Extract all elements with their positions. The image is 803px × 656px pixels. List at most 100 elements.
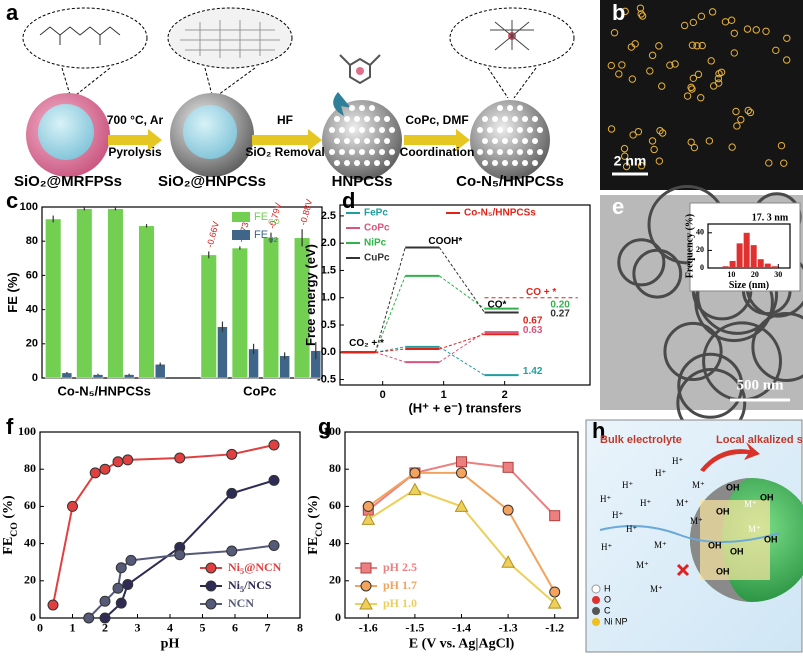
atom-marker: [688, 85, 696, 93]
x-axis-label: pH: [161, 637, 180, 652]
pore: [389, 127, 395, 133]
connector: [439, 275, 485, 310]
x-tick-label: 1: [70, 621, 76, 635]
step-label: SiO₂@MRFPSs: [14, 173, 122, 190]
legend-label: pH 1.0: [383, 596, 417, 610]
diffusion-path: [599, 525, 781, 544]
x-tick-label: -1.3: [499, 621, 518, 635]
atom-marker: [615, 70, 623, 78]
pore: [527, 149, 533, 155]
bar: [200, 254, 217, 379]
panel-label: h: [592, 418, 605, 443]
pore: [374, 138, 380, 144]
hydroxide-label: OH: [716, 506, 730, 516]
annotation: CO + *: [526, 287, 556, 298]
marker: [361, 512, 376, 525]
connector: [375, 351, 406, 363]
atom-marker: [772, 46, 780, 55]
pore: [369, 149, 375, 155]
legend-label: NiPc: [364, 238, 387, 249]
ion-label: M⁺: [676, 498, 689, 508]
connector: [374, 275, 406, 353]
marker: [359, 596, 373, 610]
y-tick-label: 40: [696, 228, 704, 237]
panel-label: g: [318, 414, 331, 439]
hydroxide-label: OH: [726, 482, 740, 492]
y-axis-label: FE (%): [5, 272, 20, 312]
pore: [369, 127, 375, 133]
marker: [205, 562, 217, 574]
legend-swatch: [592, 618, 600, 626]
legend-label: NCN: [228, 596, 254, 610]
x-tick-label: 4: [167, 621, 173, 635]
atom-marker: [697, 94, 705, 102]
pore: [537, 127, 543, 133]
atom-marker: [697, 12, 706, 21]
atom-marker: [765, 159, 773, 167]
y-tick-label: -0.5: [317, 373, 336, 385]
histogram-bar: [757, 259, 764, 268]
y-axis-label-part: CO: [314, 522, 325, 537]
y-tick-label: 0: [335, 610, 341, 624]
annotation: CO₂ + *: [349, 338, 384, 349]
pore: [507, 127, 513, 133]
legend-label: O: [604, 594, 611, 604]
x-tick-label: 10: [727, 270, 735, 279]
hydroxide-label: OH: [764, 534, 778, 544]
atom-marker: [610, 29, 619, 37]
pore: [354, 138, 360, 144]
panel-label: a: [6, 0, 19, 25]
x-tick-label: 6: [232, 621, 238, 635]
pore: [522, 138, 528, 144]
pore: [507, 149, 513, 155]
process-arrow: [108, 129, 162, 151]
bar: [231, 247, 248, 379]
y-tick-label: 60: [329, 498, 341, 512]
pore: [497, 105, 503, 111]
marker: [456, 456, 467, 468]
atom-marker: [637, 161, 646, 170]
pore: [339, 127, 345, 133]
marker: [174, 549, 186, 561]
pore: [329, 149, 335, 155]
atom-marker: [638, 12, 647, 20]
marker: [226, 448, 238, 460]
pore: [359, 105, 365, 111]
pore: [517, 105, 523, 111]
atom-marker: [687, 83, 695, 92]
y-axis-label-part: FE: [1, 537, 16, 555]
marker: [454, 499, 469, 512]
atom-marker: [733, 122, 741, 130]
pore: [482, 138, 488, 144]
y-tick-label: 100: [18, 424, 36, 438]
marker: [549, 586, 561, 598]
pore: [334, 160, 340, 166]
atom-marker: [708, 8, 717, 16]
y-tick-label: 0: [32, 372, 38, 384]
pore: [482, 116, 488, 122]
atom-marker: [607, 125, 616, 133]
atom-marker: [636, 4, 645, 12]
legend-swatch: [592, 596, 600, 604]
pore: [334, 138, 340, 144]
histogram-bar: [750, 245, 757, 268]
atom-marker: [744, 106, 752, 115]
marker: [115, 597, 127, 609]
y-tick-label: 20: [24, 573, 36, 587]
zoom-bubble: [167, 7, 293, 69]
atom-marker: [683, 92, 692, 100]
marker: [226, 545, 238, 557]
pore: [502, 138, 508, 144]
y-tick-label: 40: [24, 535, 36, 549]
legend-swatch: [232, 230, 250, 240]
marker: [99, 612, 111, 624]
plot-frame: [339, 204, 591, 386]
marker: [99, 595, 111, 607]
series-line: [367, 471, 556, 593]
y-axis-label: Frequency (%): [685, 214, 696, 279]
atom-marker: [631, 40, 639, 48]
atom-marker: [648, 51, 657, 60]
atom-marker: [680, 21, 689, 30]
atom-marker: [690, 143, 699, 152]
atom-marker: [783, 34, 791, 42]
